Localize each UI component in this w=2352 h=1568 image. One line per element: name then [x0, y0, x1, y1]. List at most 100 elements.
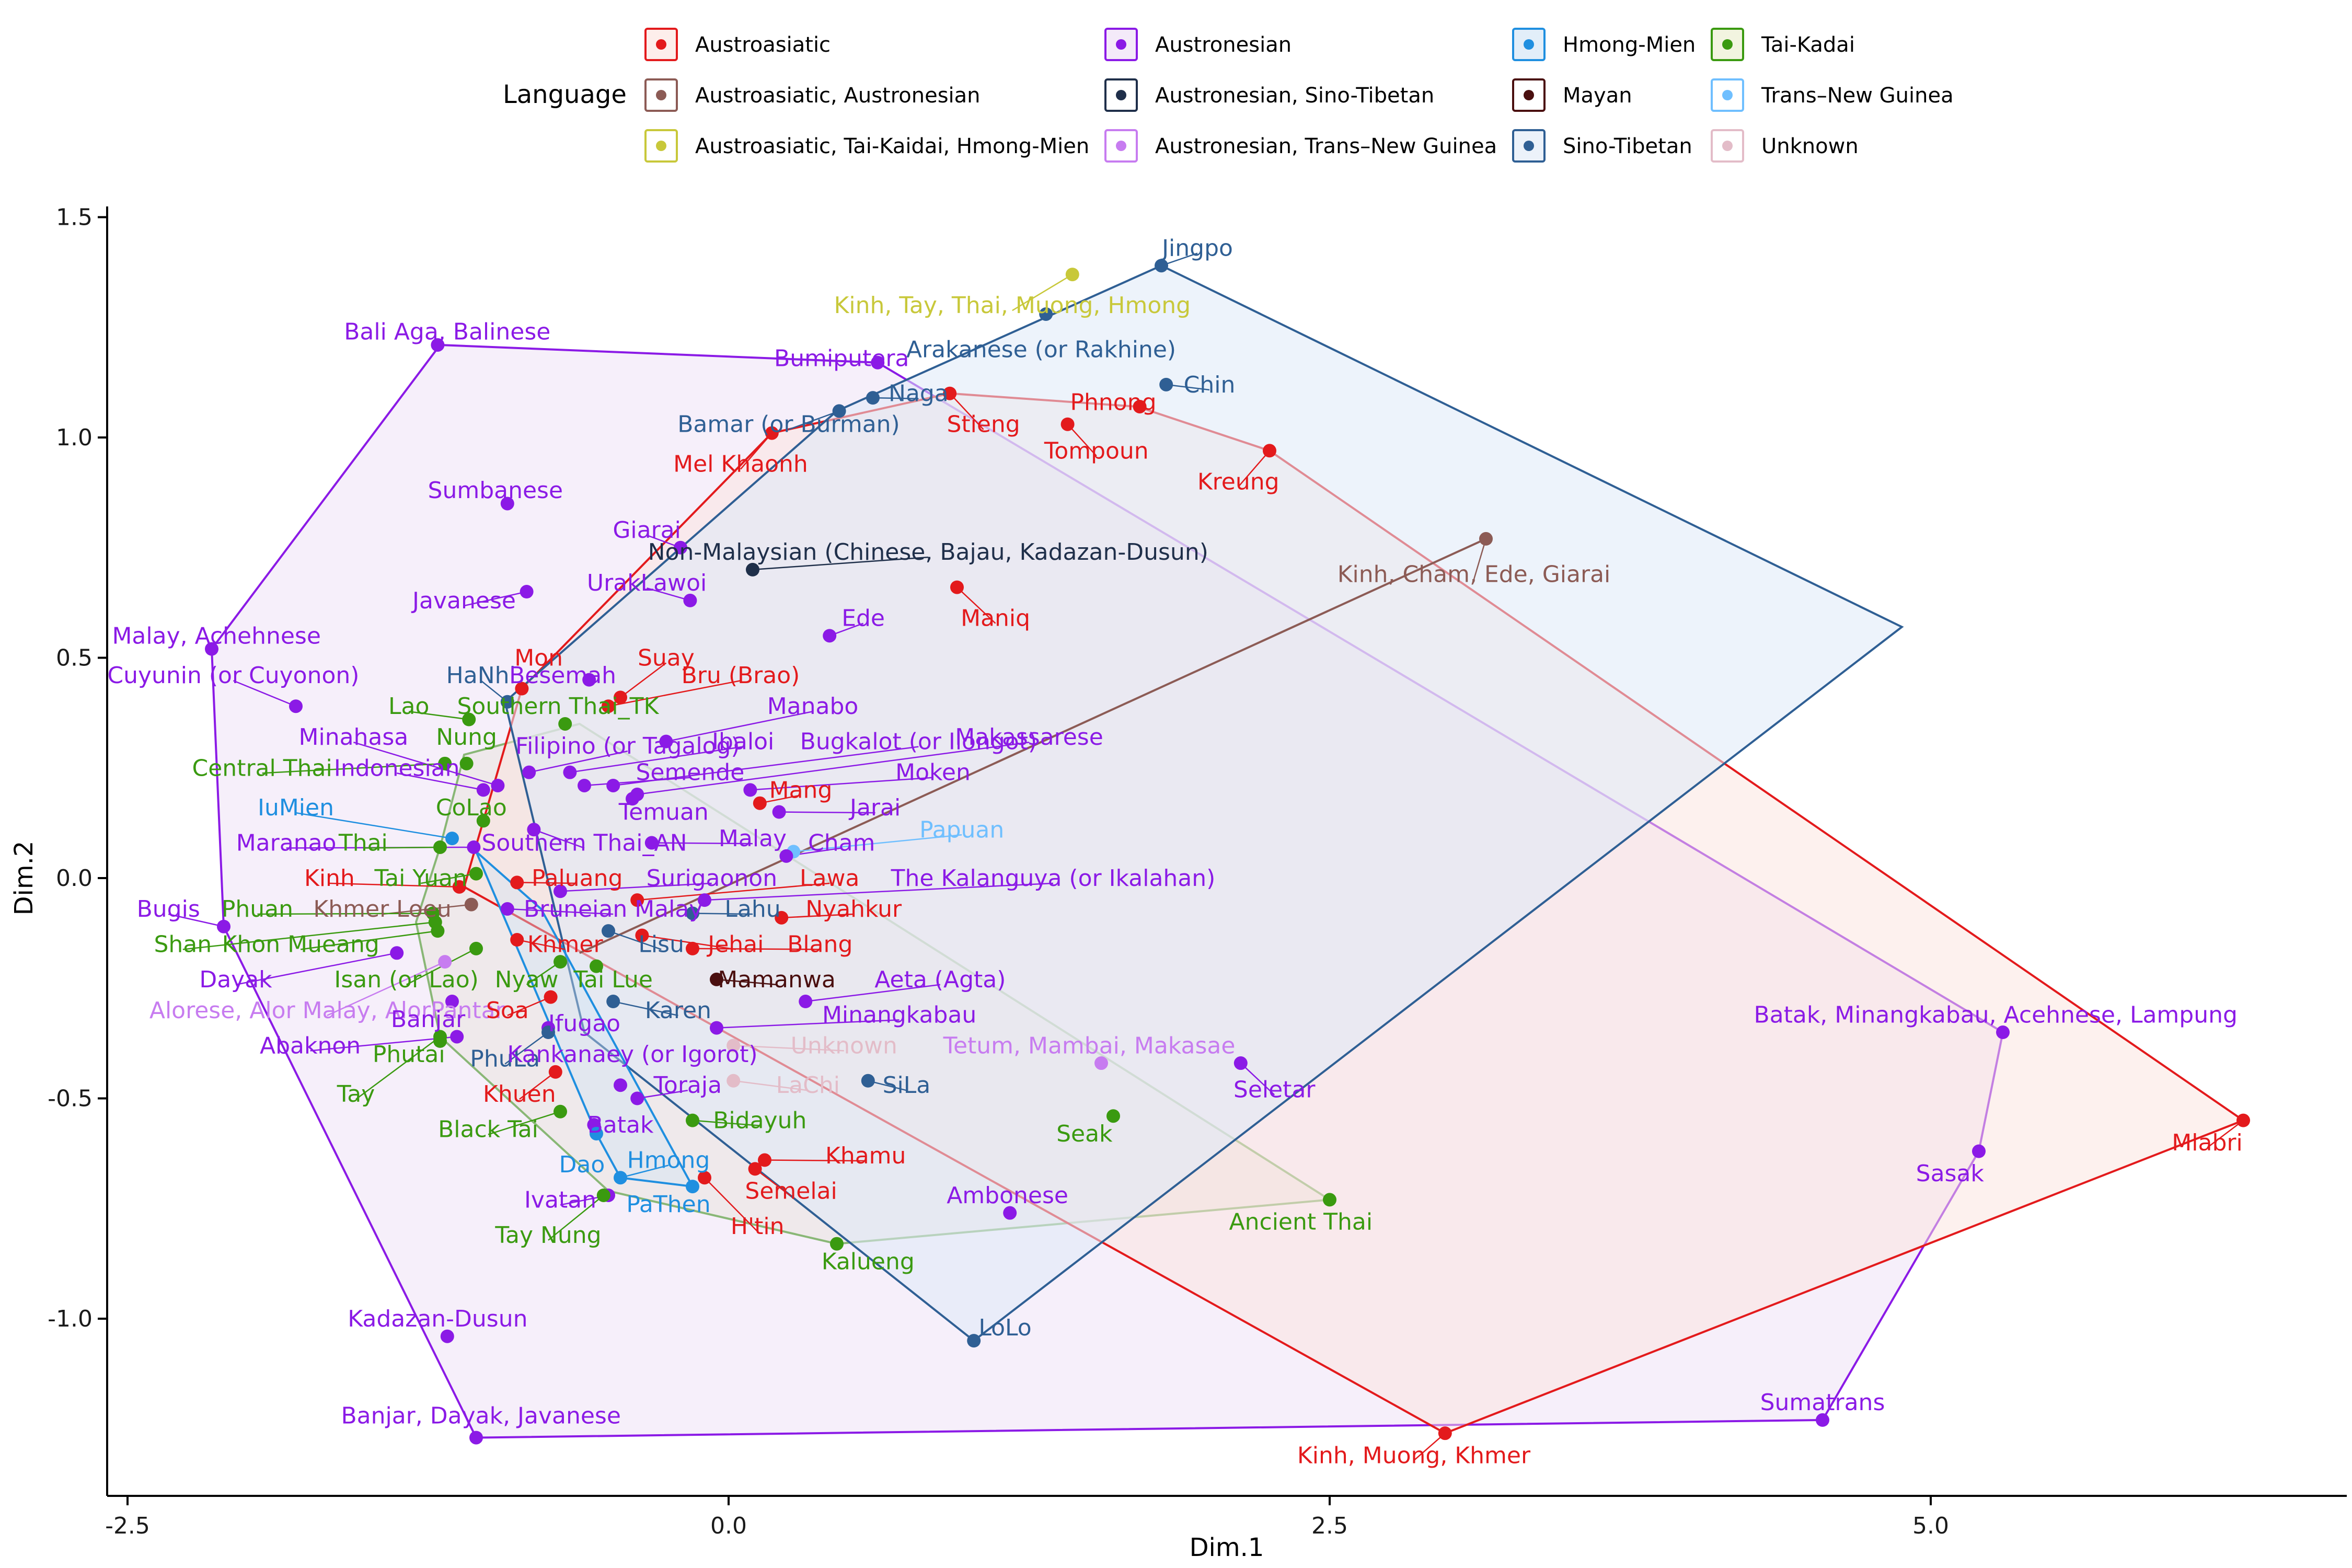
- data-point: [832, 404, 846, 418]
- point-label: Suay: [638, 645, 695, 672]
- x-tick-label: 2.5: [1311, 1513, 1348, 1539]
- point-label: Southern Thai_TK: [457, 693, 659, 720]
- legend-label: Trans–New Guinea: [1761, 84, 1954, 108]
- data-point: [606, 995, 620, 1009]
- point-label: H'tin: [731, 1213, 785, 1240]
- data-point: [522, 765, 536, 779]
- point-label: Cuyunin (or Cuyonon): [107, 662, 359, 689]
- leader-line: [740, 432, 773, 470]
- data-point: [943, 386, 957, 400]
- data-point: [644, 836, 659, 850]
- point-label: Minahasa: [299, 724, 409, 751]
- data-point: [686, 941, 699, 955]
- data-point: [1263, 444, 1276, 458]
- point-label: Mlabri: [2172, 1129, 2242, 1156]
- data-point: [1233, 1056, 1248, 1070]
- point-label: Alorese, Alor Malay, AlorPantar: [149, 997, 505, 1024]
- data-point: [950, 580, 964, 594]
- point-label: Papuan: [919, 816, 1004, 843]
- point-label: Indonesian: [334, 755, 460, 781]
- leader-line: [516, 939, 566, 950]
- leader-line: [295, 812, 453, 839]
- legend-label: Austroasiatic: [695, 33, 831, 57]
- legend-dot: [1722, 90, 1733, 100]
- leader-line: [764, 1159, 866, 1162]
- leader-line: [781, 913, 854, 919]
- leader-line: [519, 1071, 556, 1100]
- data-point: [775, 910, 789, 925]
- y-tick-label: 1.0: [56, 424, 93, 451]
- data-point: [1094, 1056, 1108, 1070]
- point-label: Semende: [636, 759, 744, 786]
- point-label: SiLa: [883, 1072, 931, 1099]
- leader-line: [805, 984, 940, 1002]
- point-label: Karen: [645, 997, 711, 1024]
- data-point: [727, 1074, 741, 1088]
- point-label: Sasak: [1916, 1160, 1985, 1187]
- point-label: Kreung: [1197, 468, 1279, 495]
- point-label: Hmong: [627, 1147, 710, 1174]
- data-point: [1159, 377, 1173, 391]
- point-label: Phnong: [1070, 389, 1156, 416]
- point-label: Makassarese: [955, 724, 1103, 751]
- leader-line: [793, 834, 962, 852]
- data-point: [459, 756, 474, 770]
- data-point: [1060, 417, 1075, 431]
- leader-line: [704, 882, 1054, 901]
- y-tick-label: -0.5: [48, 1086, 93, 1112]
- legend-dot: [1116, 90, 1126, 100]
- hull-st: [503, 264, 1904, 1342]
- point-label: Surigaonon: [646, 865, 777, 892]
- data-point: [683, 593, 697, 607]
- point-label: Tai Yuan: [374, 865, 467, 892]
- point-label: Blang: [787, 931, 852, 958]
- leader-line: [329, 882, 459, 888]
- point-label: Maniq: [961, 605, 1030, 632]
- point-label: LaChi: [776, 1072, 840, 1099]
- data-point: [541, 1025, 555, 1040]
- legend-dot: [1722, 141, 1733, 151]
- data-point: [2236, 1113, 2250, 1127]
- leader-line: [2207, 1120, 2244, 1148]
- data-point: [753, 796, 767, 810]
- data-point: [510, 933, 524, 947]
- data-point: [710, 972, 723, 986]
- point-label: Sumbanese: [428, 477, 563, 504]
- point-label: Naga: [889, 381, 949, 407]
- leader-line: [759, 794, 801, 804]
- point-label: Stieng: [947, 411, 1020, 438]
- data-point: [433, 1030, 447, 1044]
- point-label: Nyaw: [495, 966, 559, 993]
- point-label: Javanese: [411, 587, 516, 614]
- data-point: [1003, 1206, 1017, 1220]
- data-point: [698, 1171, 711, 1185]
- leader-line: [464, 591, 527, 607]
- point-label: Cham: [808, 830, 875, 857]
- data-points: [205, 259, 2250, 1445]
- point-label: Kadazan-Dusun: [348, 1306, 527, 1332]
- leader-line: [620, 662, 667, 698]
- legend-label: Austroasiatic, Austronesian: [695, 84, 981, 108]
- data-point: [1323, 1193, 1336, 1207]
- data-point: [626, 792, 639, 806]
- point-label: Unknown: [791, 1032, 897, 1059]
- point-label: Central Thai: [192, 755, 332, 781]
- axes: Dim.1 Dim.2 -2.5 0.0 2.5 5.0 -1.0 -0.5 0.0 0.5 1…: [9, 204, 2347, 1562]
- leader-line: [733, 1080, 808, 1091]
- data-point: [590, 1126, 603, 1140]
- data-point: [469, 941, 483, 955]
- leader-line: [507, 996, 551, 1017]
- point-label: Jingpo: [1160, 235, 1233, 262]
- data-point: [578, 778, 591, 792]
- data-point: [500, 497, 514, 511]
- leader-line: [651, 842, 753, 845]
- point-label: Jarai: [848, 794, 901, 821]
- legend-label: Austroasiatic, Tai-Kaidai, Hmong-Mien: [695, 134, 1089, 158]
- x-tick-label: -2.5: [105, 1513, 150, 1539]
- point-label: Lawa: [800, 865, 859, 892]
- leader-line: [637, 882, 830, 901]
- data-point: [698, 893, 711, 907]
- point-label: Besemah: [509, 662, 616, 689]
- data-point: [799, 995, 813, 1009]
